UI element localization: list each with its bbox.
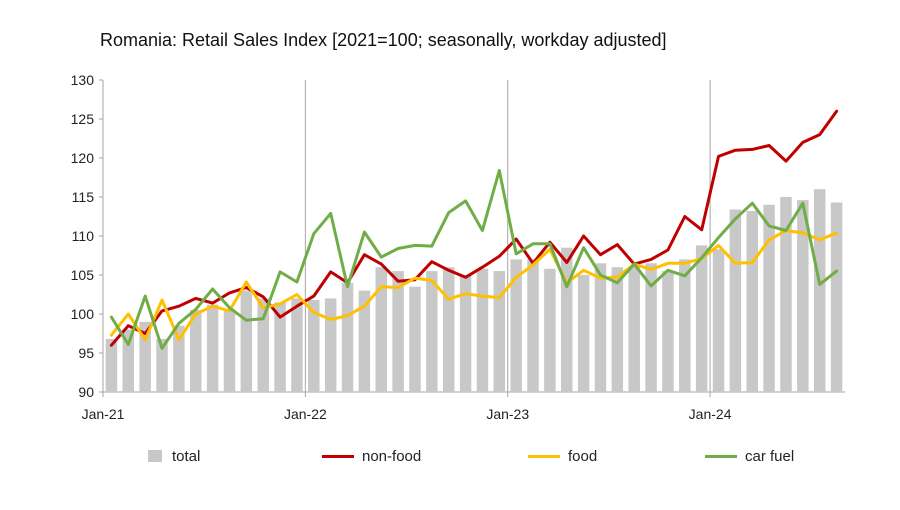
bar-total-24 xyxy=(510,259,522,392)
bar-total-25 xyxy=(527,259,539,392)
series-line-food xyxy=(109,229,839,342)
bar-total-0 xyxy=(105,338,118,392)
legend-label-food: food xyxy=(568,447,598,465)
legend-item-total: total xyxy=(148,443,200,469)
legend: total non-food food car fuel xyxy=(0,443,900,469)
bar-total-33 xyxy=(662,271,674,392)
legend-swatch-non-food xyxy=(322,454,354,458)
legend-label-car-fuel: car fuel xyxy=(745,447,795,465)
legend-swatch-car-fuel xyxy=(705,454,737,458)
y-tick-label-4: 110 xyxy=(72,228,95,244)
bar-total-6 xyxy=(206,304,219,392)
y-tick-label-3: 105 xyxy=(71,267,95,283)
legend-item-food: food xyxy=(528,443,597,469)
bar-total-12 xyxy=(308,299,320,392)
y-tick-label-6: 120 xyxy=(71,150,95,166)
bar-total-2 xyxy=(139,321,151,392)
bar-total-21 xyxy=(459,275,472,392)
series-line-non-food xyxy=(109,109,839,347)
legend-item-non-food: non-food xyxy=(322,443,421,469)
bar-total-14 xyxy=(341,282,354,392)
bar-total-37 xyxy=(729,209,742,392)
chart-plot: 90 95 100 105 110 115 120 125 130 Jan-21 Jan-22 Jan… xyxy=(71,72,845,422)
bar-total-38 xyxy=(746,211,758,392)
bar-total-40 xyxy=(780,197,792,392)
bar-total-27 xyxy=(561,247,573,392)
bar-total-18 xyxy=(409,286,421,392)
bar-total-30 xyxy=(611,267,624,392)
bar-total-17 xyxy=(392,271,404,392)
y-tick-label-0: 90 xyxy=(78,384,94,400)
x-tick-label-2: Jan-23 xyxy=(486,406,529,422)
bar-total-13 xyxy=(324,298,337,392)
bar-total-19 xyxy=(426,271,438,392)
bar-total-20 xyxy=(442,267,455,392)
bar-total-10 xyxy=(274,302,286,392)
x-tick-label-3: Jan-24 xyxy=(689,406,732,422)
y-tick-label-8: 130 xyxy=(71,72,95,88)
bar-total-8 xyxy=(240,290,253,392)
bar-total-42 xyxy=(813,189,826,392)
bar-total-16 xyxy=(375,267,387,392)
bar-total-41 xyxy=(797,200,809,392)
bar-total-26 xyxy=(544,268,556,392)
legend-label-non-food: non-food xyxy=(362,447,422,465)
series-line-car-fuel xyxy=(109,169,839,350)
x-tick-label-1: Jan-22 xyxy=(284,406,327,422)
bar-total-39 xyxy=(763,204,775,392)
bar-total-22 xyxy=(476,268,489,392)
y-tick-label-7: 125 xyxy=(71,111,95,127)
bar-total-29 xyxy=(594,263,607,392)
bar-total-9 xyxy=(257,298,269,392)
chart-title: Romania: Retail Sales Index [2021=100; s… xyxy=(100,30,667,50)
bar-total-5 xyxy=(190,310,202,392)
legend-label-total: total xyxy=(172,447,201,465)
bar-total-31 xyxy=(628,267,640,392)
bar-total-15 xyxy=(358,290,371,392)
y-tick-label-2: 100 xyxy=(71,306,95,322)
bar-total-34 xyxy=(679,259,691,392)
bar-total-1 xyxy=(122,329,135,392)
bar-total-23 xyxy=(493,271,506,392)
y-tick-label-5: 115 xyxy=(72,189,95,205)
bar-total-4 xyxy=(173,325,185,392)
bar-total-3 xyxy=(156,338,168,392)
bar-total-36 xyxy=(712,249,725,392)
legend-swatch-food xyxy=(528,454,560,458)
x-tick-label-0: Jan-21 xyxy=(82,406,125,422)
legend-item-car-fuel: car fuel xyxy=(705,443,794,469)
bar-total-32 xyxy=(645,263,657,392)
bar-total-35 xyxy=(695,245,708,392)
bar-total-43 xyxy=(830,202,843,392)
legend-swatch-total xyxy=(148,450,162,462)
bar-total-7 xyxy=(223,310,236,392)
bar-total-11 xyxy=(291,298,303,392)
bar-total-28 xyxy=(577,275,590,392)
y-tick-label-1: 95 xyxy=(78,345,94,361)
